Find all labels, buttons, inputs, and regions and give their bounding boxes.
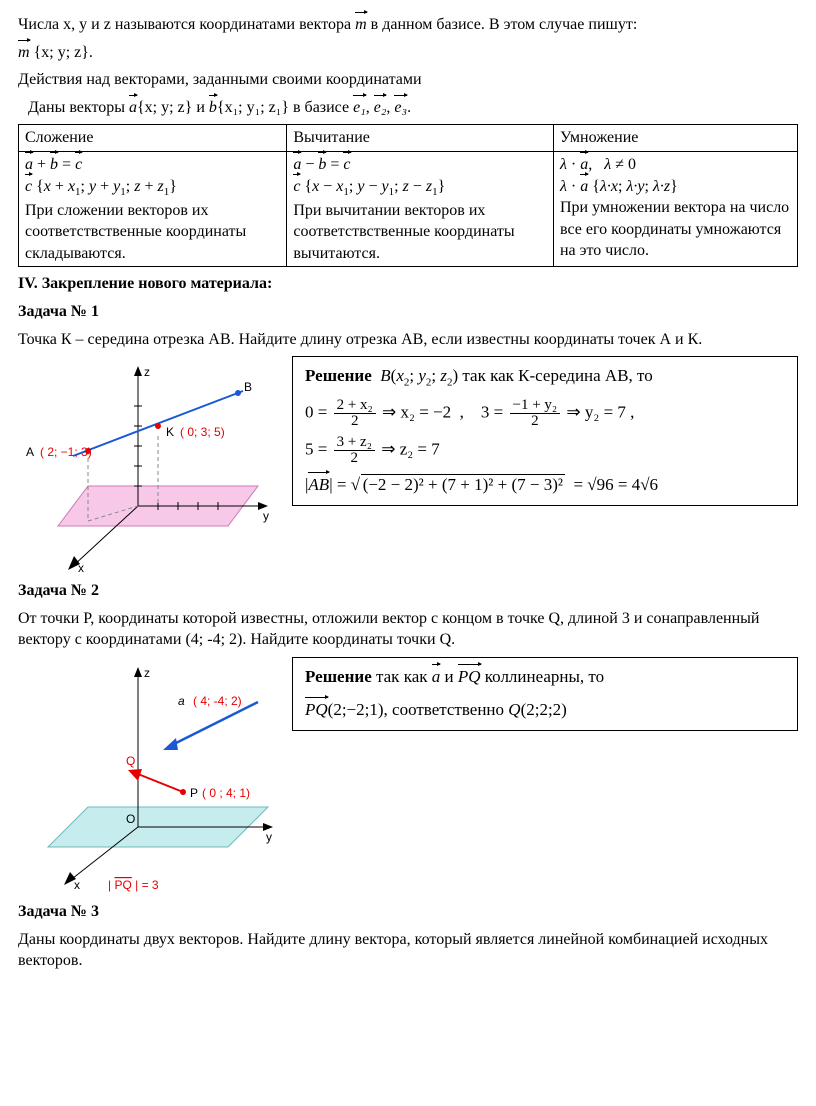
- given-b-body: {x₁; y₁; z₁}: [217, 99, 289, 116]
- svg-text:a: a: [178, 694, 185, 708]
- svg-text:B: B: [244, 380, 252, 394]
- svg-text:P: P: [190, 786, 198, 800]
- svg-text:y: y: [263, 509, 269, 523]
- task3-title: Задача № 3: [18, 901, 798, 923]
- svg-text:z: z: [144, 666, 150, 680]
- given-line: Даны векторы a{x; y; z} и b{x₁; y₁; z₁} …: [28, 97, 798, 119]
- notation-body: {x; y; z}.: [34, 44, 93, 61]
- vec-m2: m: [18, 42, 30, 64]
- svg-text:K: K: [166, 425, 174, 439]
- col-sub-head: Вычитание: [287, 125, 554, 152]
- cell-sub: a − b = c c {x − x1; y − y1; z − z1} При…: [287, 151, 554, 266]
- given-and: и: [196, 99, 209, 116]
- sol2-line2: PQ(2;−2;1), соответственно Q(2;2;2): [305, 699, 785, 722]
- vec-b: b: [209, 97, 217, 119]
- sol1-line1: 0 = 2 + x₂2 ⇒ x₂ = −2 , 3 = −1 + y₂2 ⇒ y…: [305, 398, 785, 429]
- vec-e2: e₂: [374, 97, 387, 119]
- col-add-head: Сложение: [19, 125, 287, 152]
- section-iv: IV. Закрепление нового материала:: [18, 273, 798, 295]
- intro-1b: в данном базисе. В этом случае пишут:: [371, 16, 638, 33]
- svg-text:( 2; −1; 3): ( 2; −1; 3): [40, 445, 92, 459]
- svg-text:x: x: [74, 878, 80, 892]
- sol1-line2: 5 = 3 + z₂2 ⇒ z₂ = 7: [305, 435, 785, 466]
- svg-text:O: O: [126, 812, 135, 826]
- task2-text: От точки Р, координаты которой известны,…: [18, 608, 798, 651]
- task3-text: Даны координаты двух векторов. Найдите д…: [18, 929, 798, 972]
- diagram-task2: z y x O a ( 4; -4; 2) P ( 0 ; 4; 1) Q | …: [18, 657, 278, 897]
- sub-text: При вычитании векторов их соответствстве…: [293, 200, 547, 265]
- mul-text: При умножении вектора на число все его к…: [560, 197, 791, 262]
- sol1-lead: Решение: [305, 366, 372, 385]
- svg-text:Q: Q: [126, 754, 135, 768]
- col-mul-head: Умножение: [553, 125, 797, 152]
- sol1-mid: так как К-середина АВ, то: [462, 366, 652, 385]
- task1-text: Точка К – середина отрезка АВ. Найдите д…: [18, 329, 798, 351]
- svg-text:( 4; -4; 2): ( 4; -4; 2): [193, 694, 242, 708]
- sol1-ab: |AB| = (−2 − 2)² + (7 + 1)² + (7 − 3)² =…: [305, 474, 785, 497]
- task1-title: Задача № 1: [18, 301, 798, 323]
- cell-mul: λ · a, λ ≠ 0 λ · a {λ·x; λ·y; λ·z} При у…: [553, 151, 797, 266]
- solution2-box: Решение так как a и PQ коллинеарны, то P…: [292, 657, 798, 731]
- svg-text:y: y: [266, 830, 272, 844]
- vec-m: m: [355, 14, 367, 36]
- add-text: При сложении векторов их соответствствен…: [25, 200, 280, 265]
- cell-add: a + b = c c c {x + x₁; y + y₁; z + z₁}{x…: [19, 151, 287, 266]
- solution1-box: Решение B(x2; y2; z2) так как К-середина…: [292, 356, 798, 506]
- svg-text:z: z: [144, 365, 150, 379]
- given-basis: в базисе: [293, 99, 353, 116]
- vec-e3: e₃: [394, 97, 407, 119]
- svg-text:( 0; 3; 5): ( 0; 3; 5): [180, 425, 225, 439]
- task2-title: Задача № 2: [18, 580, 798, 602]
- actions-title: Действия над векторами, заданными своими…: [18, 69, 798, 91]
- sol1-B: B: [380, 366, 390, 385]
- task2-row: z y x O a ( 4; -4; 2) P ( 0 ; 4; 1) Q | …: [18, 657, 798, 897]
- svg-text:| PQ | = 3: | PQ | = 3: [108, 878, 159, 892]
- intro-1a: Числа x, y и z называются координатами в…: [18, 16, 355, 33]
- svg-text:( 0 ; 4; 1): ( 0 ; 4; 1): [202, 786, 250, 800]
- vec-e1: e₁: [353, 97, 366, 119]
- given-txt1: Даны векторы: [28, 99, 129, 116]
- diagram-task1: z y x A: [18, 356, 278, 576]
- notation-line: m {x; y; z}.: [18, 42, 798, 64]
- svg-text:x: x: [78, 561, 84, 575]
- intro-line1: Числа x, y и z называются координатами в…: [18, 14, 798, 36]
- table-row: a + b = c c c {x + x₁; y + y₁; z + z₁}{x…: [19, 151, 798, 266]
- task1-row: z y x A: [18, 356, 798, 576]
- given-a-body: {x; y; z}: [137, 99, 192, 116]
- vec-a: a: [129, 97, 137, 119]
- operations-table: Сложение Вычитание Умножение a + b = c c…: [18, 124, 798, 267]
- table-row: Сложение Вычитание Умножение: [19, 125, 798, 152]
- sol2-lead: Решение: [305, 667, 372, 686]
- svg-text:A: A: [26, 445, 34, 459]
